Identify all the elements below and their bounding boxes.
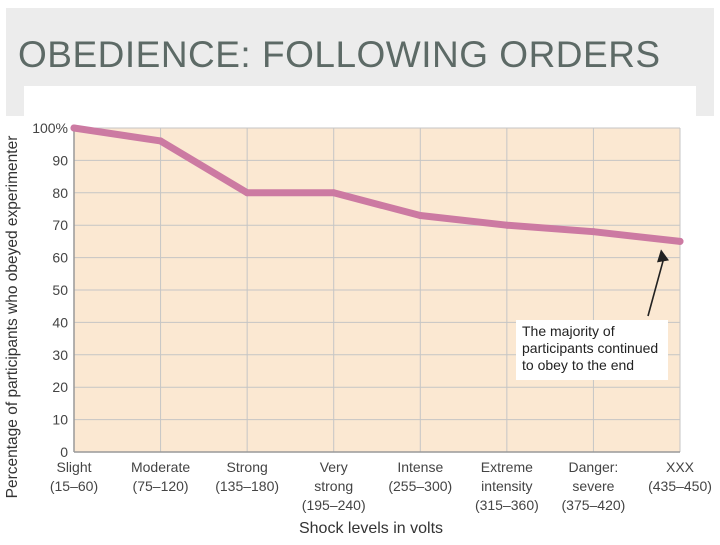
x-tick-line: Intense <box>397 459 443 475</box>
x-tick-label: Extreme intensity (315–360) <box>475 459 539 513</box>
data-point <box>676 237 684 245</box>
x-tick-label: XXX (435–450) <box>648 459 712 494</box>
x-tick-line: Extreme <box>481 459 533 475</box>
data-point <box>416 211 424 219</box>
x-tick-line: (255–300) <box>388 478 452 494</box>
x-tick-label: Strong (135–180) <box>215 459 279 494</box>
slide-body <box>24 86 696 116</box>
x-tick-labels: Slight (15–60) Moderate (75–120) Strong (135–… <box>50 459 712 513</box>
y-tick-label: 10 <box>52 412 68 428</box>
x-tick-line: (315–360) <box>475 497 539 513</box>
slide-title: OBEDIENCE: FOLLOWING ORDERS <box>18 34 661 75</box>
annotation: The majority of participants continued to … <box>516 249 669 380</box>
x-tick-line: XXX <box>666 459 695 475</box>
y-tick-labels: 0 10 20 30 40 50 60 70 80 90 100% <box>32 120 68 460</box>
y-tick-label: 90 <box>52 152 68 168</box>
x-tick-line: (375–420) <box>562 497 626 513</box>
data-point <box>243 189 251 197</box>
chart-area: 0 10 20 30 40 50 60 70 80 90 100% Slight (15–60) Mod… <box>0 116 720 540</box>
x-tick-line: severe <box>572 478 614 494</box>
x-tick-line: Very <box>320 459 348 475</box>
x-tick-label: Very strong (195–240) <box>302 459 366 513</box>
y-tick-label: 70 <box>52 217 68 233</box>
data-point <box>157 137 165 145</box>
x-tick-line: strong <box>314 478 353 494</box>
annotation-text: The majority of participants continued to … <box>522 323 658 373</box>
data-point <box>503 221 511 229</box>
data-point <box>589 228 597 236</box>
y-axis-label: Percentage of participants who obeyed ex… <box>4 136 21 499</box>
y-tick-label: 0 <box>60 444 68 460</box>
x-tick-line: (435–450) <box>648 478 712 494</box>
y-tick-label: 80 <box>52 185 68 201</box>
annotation-line: to obey to the end <box>522 357 634 373</box>
x-tick-line: Danger: <box>569 459 619 475</box>
y-tick-label: 100% <box>32 120 68 136</box>
y-tick-label: 20 <box>52 379 68 395</box>
x-tick-line: Slight <box>56 459 91 475</box>
obedience-series-line <box>70 124 684 245</box>
x-tick-label: Danger: severe (375–420) <box>562 459 626 513</box>
y-tick-label: 60 <box>52 250 68 266</box>
x-tick-line: (135–180) <box>215 478 279 494</box>
data-point <box>330 189 338 197</box>
data-point <box>70 124 78 132</box>
annotation-arrow-shaft <box>647 257 665 317</box>
x-tick-line: (75–120) <box>133 478 189 494</box>
obedience-line-chart: 0 10 20 30 40 50 60 70 80 90 100% Slight (15–60) Mod… <box>4 120 712 537</box>
annotation-line: The majority of <box>522 323 615 339</box>
y-tick-label: 40 <box>52 314 68 330</box>
x-tick-line: (195–240) <box>302 497 366 513</box>
y-tick-label: 30 <box>52 347 68 363</box>
annotation-line: participants continued <box>522 340 658 356</box>
x-tick-label: Intense (255–300) <box>388 459 452 494</box>
x-tick-label: Moderate (75–120) <box>131 459 190 494</box>
y-tick-label: 50 <box>52 282 68 298</box>
data-points <box>70 124 684 245</box>
x-tick-line: (15–60) <box>50 478 98 494</box>
annotation-arrow-head <box>657 249 669 263</box>
annotation-box <box>516 320 668 380</box>
x-tick-line: Strong <box>227 459 268 475</box>
x-tick-line: Moderate <box>131 459 190 475</box>
x-tick-line: intensity <box>481 478 532 494</box>
x-tick-label: Slight (15–60) <box>50 459 98 494</box>
x-axis-label: Shock levels in volts <box>299 520 443 537</box>
